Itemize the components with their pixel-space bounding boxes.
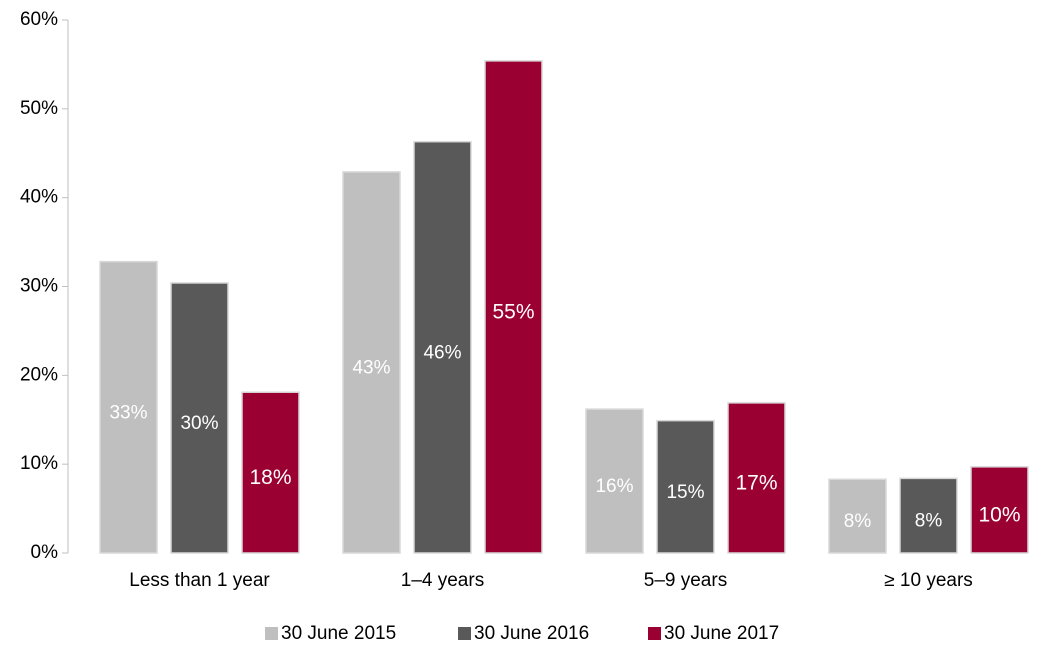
bar: [484, 60, 543, 554]
bar: [828, 478, 887, 554]
bar: [170, 282, 229, 554]
legend-label: 30 June 2017: [664, 623, 779, 644]
value-label: 18%: [249, 466, 291, 489]
bar: [413, 140, 472, 554]
bar: [241, 391, 300, 554]
bar: [99, 260, 158, 554]
y-tick-label: 40%: [20, 187, 58, 208]
bar: [585, 408, 644, 554]
value-label: 15%: [666, 482, 704, 503]
legend-label: 30 June 2016: [474, 623, 589, 644]
value-label: 17%: [735, 471, 777, 494]
legend-swatch: [265, 627, 278, 640]
value-label: 46%: [423, 342, 461, 363]
y-tick-label: 30%: [20, 276, 58, 297]
bar: [656, 419, 715, 554]
value-label: 33%: [109, 402, 147, 423]
value-label: 43%: [352, 357, 390, 378]
value-label: 8%: [915, 511, 943, 532]
y-tick-label: 50%: [20, 98, 58, 119]
value-label: 55%: [492, 300, 534, 323]
bar: [342, 171, 401, 554]
legend-label: 30 June 2015: [281, 623, 396, 644]
legend-swatch: [458, 627, 471, 640]
legend-swatch: [648, 627, 661, 640]
y-tick-label: 10%: [20, 453, 58, 474]
x-tick-label: 1–4 years: [401, 570, 484, 591]
x-tick-label: Less than 1 year: [129, 570, 270, 591]
y-tick-label: 60%: [20, 9, 58, 30]
value-label: 10%: [978, 503, 1020, 526]
y-tick-label: 20%: [20, 364, 58, 385]
value-label: 8%: [844, 511, 872, 532]
x-tick-label: ≥ 10 years: [884, 570, 973, 591]
value-label: 16%: [595, 476, 633, 497]
bar: [899, 477, 958, 554]
y-tick-label: 0%: [31, 542, 59, 563]
value-label: 30%: [180, 413, 218, 434]
bar: [970, 466, 1029, 554]
bar: [727, 402, 786, 554]
x-tick-label: 5–9 years: [644, 570, 727, 591]
